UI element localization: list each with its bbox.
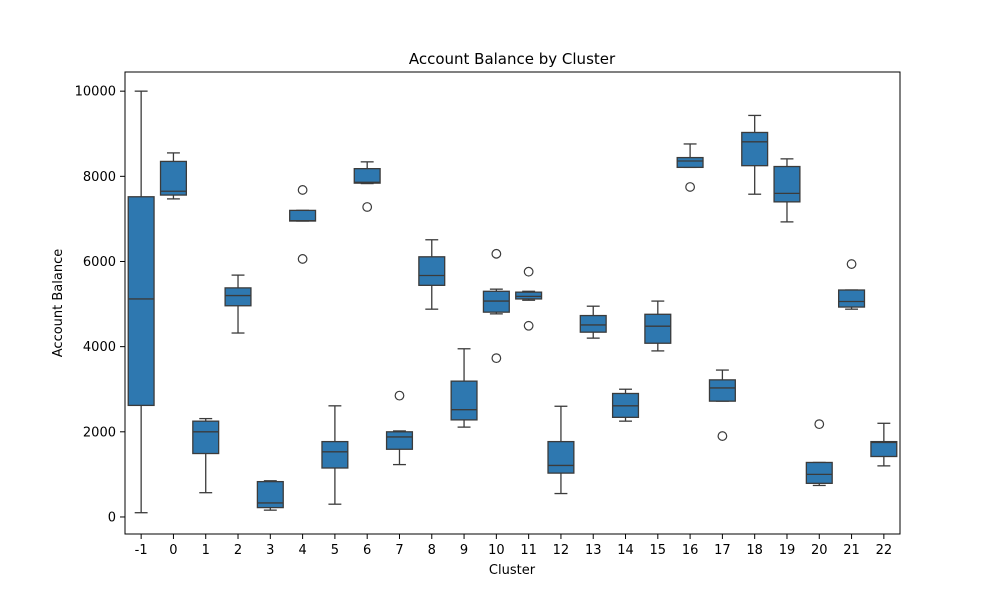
x-tick-label: 11	[520, 543, 537, 558]
y-axis: 0 2000 4000 6000 8000 10000	[75, 85, 125, 525]
box-group-cluster--1	[127, 90, 155, 514]
x-tick-label: 4	[298, 543, 306, 558]
iqr-box	[773, 165, 801, 203]
y-tick-label: 4000	[83, 340, 116, 355]
x-tick-label: 19	[779, 543, 796, 558]
iqr-box	[579, 314, 607, 333]
outlier-point	[717, 431, 728, 441]
x-tick-label: 7	[395, 543, 403, 558]
x-tick-label: 2	[234, 543, 242, 558]
iqr-box	[418, 256, 446, 286]
y-tick-label: 2000	[83, 425, 116, 440]
x-tick-label: 0	[169, 543, 177, 558]
boxes-layer	[127, 90, 898, 514]
x-tick-label: 15	[650, 543, 667, 558]
box-group-cluster-13	[579, 305, 607, 339]
iqr-box	[515, 291, 543, 300]
x-tick-label: 20	[811, 543, 828, 558]
iqr-box	[385, 431, 414, 450]
box-group-cluster-11	[515, 266, 543, 331]
iqr-box	[256, 480, 284, 509]
x-tick-label: 21	[843, 543, 860, 558]
x-tick-label: 18	[746, 543, 763, 558]
iqr-box	[224, 287, 252, 307]
x-tick-label: 10	[488, 543, 505, 558]
box-group-cluster-2	[224, 274, 252, 334]
box-group-cluster-1	[192, 417, 220, 494]
box-group-cluster-4	[289, 185, 317, 264]
x-tick-label: 3	[266, 543, 274, 558]
outlier-point	[685, 182, 696, 192]
y-axis-title: Account Balance	[51, 249, 66, 357]
iqr-box	[159, 160, 188, 196]
outlier-point	[814, 419, 825, 430]
box-group-cluster-9	[450, 348, 478, 428]
box-group-cluster-15	[644, 300, 672, 352]
iqr-box	[289, 209, 317, 222]
plot-area-frame	[124, 71, 901, 535]
x-tick-label: 17	[714, 543, 731, 558]
iqr-box	[192, 420, 220, 455]
y-tick-label: 6000	[83, 255, 116, 270]
y-tick-label: 8000	[83, 170, 116, 185]
x-tick-label: 16	[682, 543, 699, 558]
outlier-point	[297, 254, 308, 264]
iqr-box	[870, 440, 898, 458]
outlier-point	[297, 185, 308, 195]
iqr-box	[127, 196, 155, 407]
iqr-box	[676, 156, 704, 169]
box-group-cluster-10	[482, 248, 510, 364]
x-tick-label: 9	[460, 543, 468, 558]
outlier-point	[846, 259, 857, 269]
y-tick-label: 0	[108, 510, 116, 525]
x-axis-title: Cluster	[489, 563, 536, 578]
box-group-cluster-22	[870, 422, 898, 467]
box-group-cluster-7	[385, 390, 414, 466]
x-tick-label: 1	[202, 543, 210, 558]
x-tick-label: 12	[553, 543, 570, 558]
box-group-cluster-12	[547, 405, 575, 495]
box-group-cluster-20	[805, 419, 833, 487]
iqr-box	[450, 380, 478, 421]
iqr-box	[837, 289, 866, 308]
iqr-box	[644, 313, 672, 344]
chart-title: Account Balance by Cluster	[409, 50, 616, 68]
x-tick-label: 14	[617, 543, 634, 558]
box-group-cluster-3	[256, 480, 284, 511]
x-tick-label: 22	[876, 543, 893, 558]
iqr-box	[805, 461, 833, 484]
x-tick-label: 5	[331, 543, 339, 558]
x-tick-label: 13	[585, 543, 602, 558]
outlier-point	[523, 266, 534, 277]
box-group-cluster-16	[676, 143, 704, 192]
iqr-box	[708, 379, 736, 402]
outlier-point	[491, 248, 502, 259]
box-group-cluster-5	[321, 405, 349, 505]
iqr-box	[353, 168, 381, 184]
x-tick-label: -1	[135, 543, 148, 558]
outlier-point	[523, 320, 534, 331]
box-group-cluster-14	[611, 388, 640, 422]
box-group-cluster-8	[418, 239, 446, 310]
box-group-cluster-0	[159, 152, 188, 200]
y-tick-label: 10000	[75, 85, 116, 100]
box-group-cluster-18	[741, 114, 769, 195]
iqr-box	[321, 440, 349, 469]
box-group-cluster-6	[353, 161, 381, 212]
outlier-point	[394, 390, 405, 401]
outlier-point	[362, 202, 373, 212]
outlier-point	[491, 353, 502, 364]
iqr-box	[547, 440, 575, 474]
box-group-cluster-21	[837, 259, 866, 310]
box-group-cluster-19	[773, 158, 801, 223]
x-axis: -1 0 1 2 3 4 5 6 7 8 9 10 11 12 13 14 15 16 17 18 19 20 21 22	[135, 534, 892, 558]
box-group-cluster-17	[708, 369, 736, 441]
x-tick-label: 8	[428, 543, 436, 558]
x-tick-label: 6	[363, 543, 371, 558]
iqr-box	[741, 131, 769, 167]
